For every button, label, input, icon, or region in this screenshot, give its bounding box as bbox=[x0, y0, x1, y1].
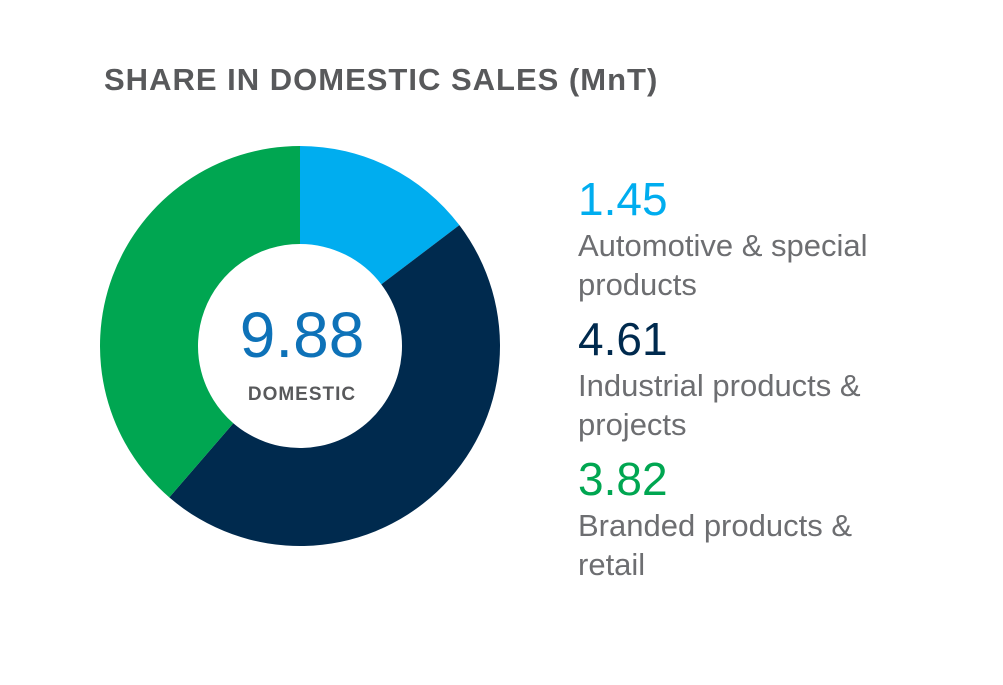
legend-value-industrial: 4.61 bbox=[578, 313, 668, 365]
legend-item-branded: 3.82 Branded products & retail bbox=[578, 452, 988, 584]
total-value: 9.88 bbox=[239, 299, 365, 371]
legend-value-automotive: 1.45 bbox=[578, 173, 668, 225]
slice-automotive bbox=[300, 146, 460, 285]
legend-label-automotive: Automotive & special products bbox=[578, 228, 868, 302]
donut-chart bbox=[100, 146, 500, 546]
legend: 1.45 Automotive & special products 4.61 … bbox=[578, 172, 988, 592]
chart-title: SHARE IN DOMESTIC SALES (MnT) bbox=[104, 62, 659, 97]
legend-label-branded: Branded products & retail bbox=[578, 508, 853, 582]
legend-item-industrial: 4.61 Industrial products & projects bbox=[578, 312, 988, 444]
legend-value-branded: 3.82 bbox=[578, 453, 668, 505]
slice-branded bbox=[100, 146, 300, 498]
total-label: DOMESTIC bbox=[247, 384, 357, 405]
slice-industrial bbox=[169, 225, 500, 546]
legend-item-automotive: 1.45 Automotive & special products bbox=[578, 172, 988, 304]
legend-label-industrial: Industrial products & projects bbox=[578, 368, 861, 442]
